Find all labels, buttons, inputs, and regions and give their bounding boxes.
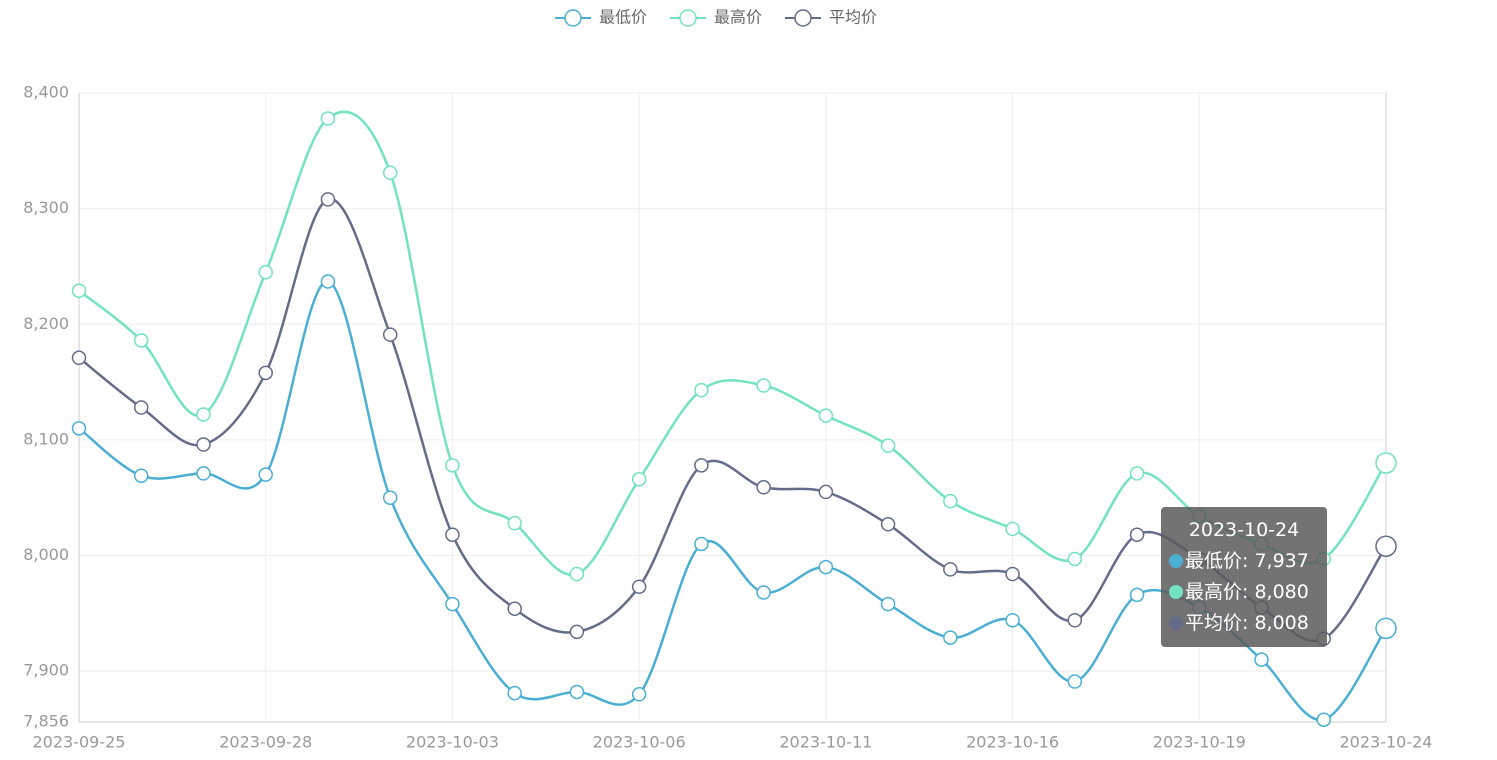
y-tick-label: 8,100 [23,429,69,448]
data-point [694,536,709,552]
series-line [78,198,1388,642]
data-point [258,264,273,280]
data-point [1005,521,1020,537]
tooltip-text: 最高价: 8,080 [1185,581,1309,603]
data-point [569,684,585,700]
data-point [1375,535,1397,557]
legend-item[interactable]: 平均价 [785,8,877,27]
data-point [818,484,834,500]
tooltip-text: 最低价: 7,937 [1185,550,1309,572]
y-tick-label: 7,856 [23,712,69,731]
x-tick-label: 2023-10-11 [779,733,872,752]
data-point [1005,566,1020,582]
data-point [320,111,336,126]
x-tick-label: 2023-09-28 [219,733,312,752]
data-point [382,165,398,181]
tooltip-text: 平均价: 8,008 [1185,612,1309,634]
tooltip: 2023-10-24 最低价: 7,937 最高价: 8,080 平均价: 8,00… [1161,507,1327,647]
y-tick-label: 8,200 [23,314,69,333]
tooltip-dot [1169,585,1183,599]
x-tick-label: 2023-09-25 [33,733,126,752]
data-point [196,466,211,481]
data-point [943,630,958,645]
data-point [569,624,585,640]
data-point [1129,466,1145,481]
x-tick-label: 2023-10-03 [406,733,499,752]
data-point [196,437,211,452]
legend-label: 最高价 [714,8,762,27]
legend-icon [679,9,697,27]
data-point [880,596,896,612]
data-point [382,490,398,505]
data-point [943,493,958,509]
tooltip-row: 平均价: 8,008 [1161,608,1327,639]
series-line [78,110,1388,577]
tooltip-dot [1169,554,1183,568]
tooltip-dot [1169,616,1183,630]
data-point [631,687,647,702]
data-point [133,400,149,415]
data-point [1375,452,1397,474]
legend-item[interactable]: 最低价 [555,8,647,27]
data-point [880,517,896,532]
legend-label: 平均价 [829,8,877,27]
data-point [756,480,771,495]
data-point [880,438,896,453]
data-point [943,562,958,577]
tooltip-row: 最高价: 8,080 [1161,577,1327,608]
data-point [258,365,273,381]
data-point [445,527,460,542]
data-point [569,566,585,582]
data-point [382,327,398,342]
data-point [320,192,336,207]
x-tick-label: 2023-10-16 [966,733,1059,752]
legend-icon [564,9,582,27]
legend-item[interactable]: 最高价 [670,8,762,27]
data-point [631,579,647,594]
data-point [756,378,771,393]
data-point [1375,617,1397,640]
legend-icon [794,9,812,27]
data-point [71,283,87,298]
data-point [1254,652,1269,667]
data-point [258,467,273,482]
y-tick-label: 8,000 [23,545,69,564]
legend-label: 最低价 [599,8,647,27]
data-point [756,585,771,600]
y-tick-label: 7,900 [23,661,69,680]
tooltip-title: 2023-10-24 [1188,519,1300,541]
data-point [818,559,834,575]
data-point [320,274,336,289]
data-point [507,515,522,531]
data-point [1129,527,1145,542]
data-point [445,458,460,473]
data-point [1005,613,1020,628]
data-point [1129,587,1145,603]
data-point [507,685,522,701]
data-point [196,407,211,422]
data-point [133,468,149,483]
data-point [71,350,87,366]
y-tick-label: 8,300 [23,198,69,217]
x-tick-label: 2023-10-24 [1340,733,1433,752]
data-point [1067,613,1083,628]
x-tick-label: 2023-10-19 [1153,733,1246,752]
data-point [1316,712,1332,727]
tooltip-row: 最低价: 7,937 [1161,546,1327,577]
legend: 最低价 最高价 平均价 [555,8,877,27]
x-tick-label: 2023-10-06 [593,733,686,752]
data-point [631,471,647,487]
data-point [694,382,709,398]
data-point [694,458,709,473]
data-point [133,333,149,348]
data-point [71,421,87,436]
data-point [1067,551,1083,567]
y-tick-label: 8,400 [23,83,69,102]
data-point [1067,674,1083,689]
data-point [445,596,460,612]
data-point [818,408,834,423]
data-point [507,601,522,616]
